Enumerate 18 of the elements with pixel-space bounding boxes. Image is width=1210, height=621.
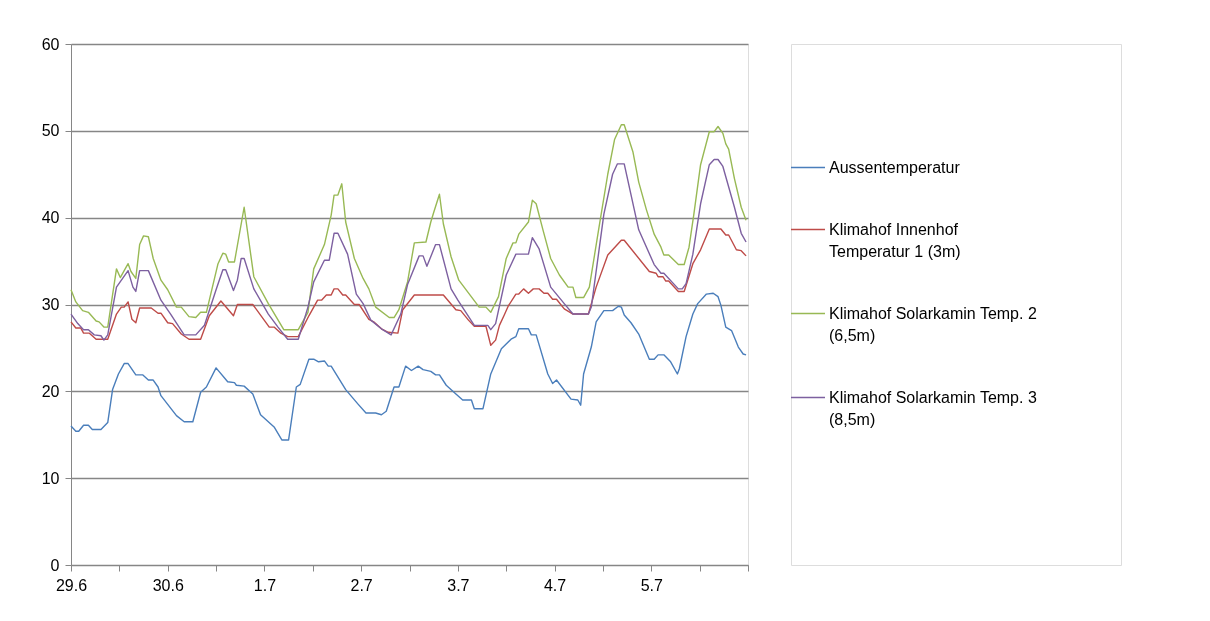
y-tick-label: 0 (50, 556, 60, 574)
legend-label: Klimahof Solarkamin Temp. 2 (6,5m) (829, 304, 1037, 344)
y-tick-label: 40 (41, 209, 60, 227)
x-tick-label: 1.7 (253, 576, 277, 594)
x-tick-label: 5.7 (640, 576, 663, 594)
legend-label: Klimahof Innenhof Temperatur 1 (3m) (829, 220, 961, 260)
y-tick-label: 30 (41, 296, 60, 313)
legend-label: Klimahof Solarkamin Temp. 3 (8,5m) (829, 388, 1037, 428)
y-tick-label: 60 (41, 35, 60, 53)
y-tick-label: 20 (41, 382, 60, 400)
x-tick-label: 4.7 (543, 576, 567, 594)
x-tick-label: 29.6 (55, 576, 88, 594)
y-tick-label: 50 (41, 122, 60, 140)
y-tick-label: 10 (41, 469, 60, 487)
x-tick-label: 3.7 (447, 576, 470, 594)
x-tick-label: 30.6 (152, 576, 184, 594)
legend-label: Aussentemperatur (829, 158, 961, 176)
x-tick-label: 2.7 (350, 576, 373, 594)
